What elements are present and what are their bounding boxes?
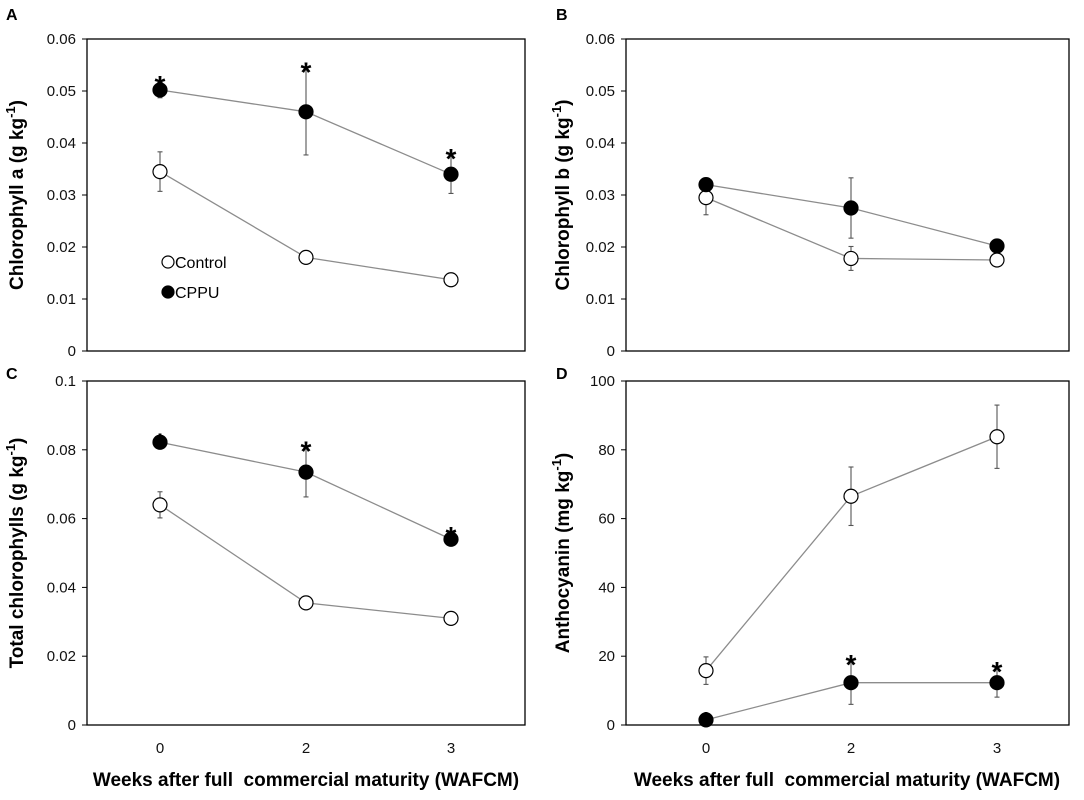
significance-star-d: *: [992, 656, 1003, 687]
legend: Control CPPU: [161, 255, 227, 302]
point-cppu-c: [443, 531, 459, 547]
y-tick-label-c: 0.08: [47, 442, 76, 459]
point-control-b: [698, 190, 714, 206]
x-axis-title-right: Weeks after full commercial maturity (WA…: [634, 770, 1060, 791]
point-control-b: [843, 250, 859, 267]
significance-star-c: *: [155, 427, 166, 458]
point-cppu-d: [698, 712, 714, 728]
panel-b: B Chlorophyll b (g kg-1): [549, 7, 1070, 352]
legend-cppu-label: CPPU: [175, 285, 219, 302]
y-tick-label-c: 0: [68, 717, 76, 734]
y-tick-label-a: 0.03: [47, 187, 76, 204]
y-tick-label-a: 0.06: [47, 31, 76, 48]
plot-frame-b: [625, 38, 1070, 352]
point-cppu-c: [298, 464, 314, 480]
y-tick-label-c: 0.02: [47, 648, 76, 665]
x-tick-label-d: 0: [702, 740, 710, 757]
y-tick-label-d: 60: [598, 511, 615, 528]
significance-star-d: *: [701, 706, 712, 737]
panel-a: A Chlorophyll a (g kg-1) Control CPPU: [3, 7, 526, 352]
legend-control-label: Control: [175, 255, 227, 272]
x-tick-label-d: 3: [993, 740, 1001, 757]
point-cppu-b: [843, 200, 859, 216]
panel-label-a: A: [6, 7, 18, 24]
x-axis-title-left: Weeks after full commercial maturity (WA…: [93, 770, 519, 791]
point-control-d: [989, 429, 1005, 445]
point-control-d: [843, 488, 859, 504]
point-control-c: [298, 595, 314, 611]
legend-cppu-marker: [161, 285, 175, 299]
y-tick-label-d: 80: [598, 442, 615, 459]
panel-d: D Anthocyanin (mg kg-1): [549, 366, 1070, 726]
point-control-a: [443, 272, 459, 288]
y-axis-title-c: Total chlorophylls (g kg-1): [3, 438, 28, 669]
y-tick-label-d: 0: [607, 717, 615, 734]
x-tick-label-c: 3: [447, 740, 455, 757]
y-tick-label-a: 0.05: [47, 83, 76, 100]
panel-label-d: D: [556, 366, 568, 383]
significance-star-a: *: [446, 143, 457, 174]
y-tick-label-d: 20: [598, 648, 615, 665]
point-control-a: [298, 249, 314, 265]
point-control-c: [152, 497, 168, 513]
significance-star-d: *: [846, 649, 857, 680]
point-cppu-d: [843, 675, 859, 691]
x-tick-label-d: 2: [847, 740, 855, 757]
point-cppu-b: [989, 238, 1005, 254]
y-tick-label-c: 0.1: [55, 373, 76, 390]
y-tick-label-b: 0.05: [586, 83, 615, 100]
significance-star-c: *: [446, 521, 457, 552]
panel-c: C Total chlorophylls (g kg-1): [3, 366, 526, 726]
point-cppu-b: [698, 177, 714, 193]
panel-label-b: B: [556, 7, 568, 24]
x-tick-label-c: 0: [156, 740, 164, 757]
y-tick-label-c: 0.06: [47, 511, 76, 528]
y-tick-label-b: 0.06: [586, 31, 615, 48]
point-cppu-d: [989, 675, 1005, 691]
plot-frame-c: [86, 380, 526, 726]
y-tick-label-a: 0.01: [47, 291, 76, 308]
y-tick-label-b: 0: [607, 343, 615, 360]
significance-star-c: *: [301, 435, 312, 466]
y-tick-label-c: 0.04: [47, 579, 76, 596]
y-axis-title-d: Anthocyanin (mg kg-1): [549, 453, 574, 654]
panel-label-c: C: [6, 366, 18, 383]
y-tick-label-b: 0.02: [586, 239, 615, 256]
point-cppu-a: [298, 104, 314, 120]
y-tick-label-b: 0.01: [586, 291, 615, 308]
y-axis-title-b: Chlorophyll b (g kg-1): [549, 100, 574, 291]
y-tick-label-a: 0: [68, 343, 76, 360]
plot-frame-d: [625, 380, 1070, 726]
y-tick-label-b: 0.03: [586, 187, 615, 204]
point-control-b: [989, 252, 1005, 268]
significance-star-a: *: [155, 70, 166, 101]
point-control-d: [698, 663, 714, 679]
point-cppu-a: [152, 82, 168, 98]
y-tick-label-a: 0.04: [47, 135, 76, 152]
point-control-a: [152, 164, 168, 180]
y-tick-label-a: 0.02: [47, 239, 76, 256]
significance-star-a: *: [301, 57, 312, 88]
y-tick-label-d: 40: [598, 579, 615, 596]
point-cppu-c: [152, 434, 168, 450]
y-tick-label-b: 0.04: [586, 135, 615, 152]
legend-control-marker: [161, 255, 175, 269]
point-control-c: [443, 610, 459, 626]
y-axis-title-a: Chlorophyll a (g kg-1): [3, 100, 28, 290]
x-tick-label-c: 2: [302, 740, 310, 757]
point-cppu-a: [443, 166, 459, 182]
chart-marks: 0 0.01 0.02 0.03 0.04 0.05 0.06 * * * 0 0.01 0.02 0.0…: [47, 31, 1005, 757]
y-tick-label-d: 100: [590, 373, 615, 390]
